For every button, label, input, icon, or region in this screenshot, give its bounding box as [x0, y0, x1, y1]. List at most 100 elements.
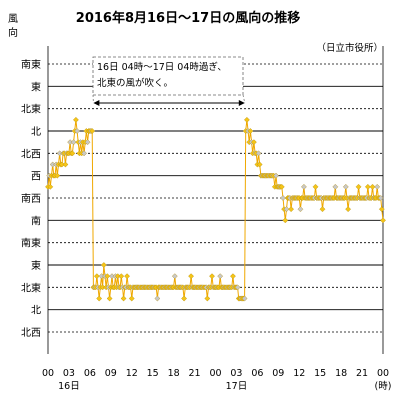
data-point [301, 183, 307, 190]
x-tick-label: 15 [147, 368, 159, 379]
data-point [89, 128, 96, 134]
y-tick-label: 北東 [21, 103, 41, 116]
y-tick-label: 南西 [21, 192, 41, 205]
data-point [204, 295, 211, 302]
x-tick-label: 09 [272, 368, 284, 379]
data-point [209, 273, 215, 280]
data-point [93, 273, 100, 280]
data-point [247, 128, 254, 134]
data-point [74, 128, 80, 134]
annotation-arrowhead-right [238, 100, 245, 106]
y-tick-label: 東 [31, 259, 41, 272]
x-tick-label: 06 [251, 368, 263, 379]
x-tick-label: 00 [42, 368, 54, 379]
data-point [104, 273, 111, 280]
data-point [355, 183, 362, 190]
annotation: 16日 04時～17日 04時過ぎ、 北東の風が吹く。 [92, 56, 246, 106]
y-tick-label: 北 [31, 305, 41, 317]
x-tick-label: 18 [335, 368, 347, 379]
data-point [124, 273, 130, 280]
data-point [81, 150, 87, 157]
data-point [120, 295, 127, 302]
x-tick-label: 03 [63, 368, 75, 379]
data-point [181, 295, 187, 302]
data-point [171, 273, 178, 280]
chart-subtitle: （日立市役所） [316, 42, 383, 54]
x-tick-label: 03 [230, 368, 242, 379]
y-axis-title-char: 向 [8, 26, 18, 39]
data-point [345, 206, 351, 213]
data-point [73, 116, 79, 123]
data-point [380, 217, 386, 224]
data-point [369, 183, 376, 190]
data-point [280, 195, 286, 201]
annotation-box [92, 56, 244, 96]
data-point [256, 161, 263, 168]
data-point [47, 183, 54, 190]
series-wind-direction [45, 116, 386, 302]
y-axis-title: 風向 [8, 13, 18, 39]
data-point [364, 183, 371, 190]
y-tick-label: 西 [31, 172, 41, 183]
data-point [62, 161, 69, 168]
data-point [251, 139, 257, 146]
annotation-line-2: 北東の風が吹く。 [97, 77, 173, 89]
x-tick-label: 00 [377, 368, 389, 379]
data-point [106, 295, 113, 302]
data-point [230, 273, 236, 280]
x-tick-label: 12 [126, 368, 138, 379]
data-point [69, 150, 76, 157]
data-point [273, 172, 279, 179]
annotation-line-1: 16日 04時～17日 04時過ぎ、 [97, 61, 227, 73]
data-point [378, 206, 385, 213]
x-tick-label: 15 [314, 368, 326, 379]
data-point [118, 273, 125, 280]
annotation-arrowhead-left [93, 100, 100, 106]
data-point [100, 262, 107, 268]
x-tick-label: 21 [356, 368, 368, 379]
x-axis-labels: 00 03 06 09 12 15 18 21 00 03 06 09 12 15 18 21 00 16日 17日… [42, 368, 392, 392]
data-point [312, 183, 319, 190]
x-day-label: 16日 [58, 381, 80, 392]
data-point [241, 295, 248, 302]
data-point [234, 284, 241, 291]
y-tick-label: 南東 [21, 237, 41, 250]
data-point [342, 183, 349, 190]
x-day-label: 17日 [226, 381, 248, 392]
data-point [278, 183, 285, 190]
data-point [283, 206, 290, 213]
x-tick-label: 00 [209, 368, 221, 379]
x-unit-label: (時) [375, 381, 392, 392]
data-point [84, 139, 91, 146]
data-point [70, 139, 77, 146]
data-point [244, 116, 250, 123]
y-axis-title-char: 風 [8, 13, 18, 25]
data-point [374, 183, 381, 190]
data-point [255, 150, 262, 157]
y-tick-label: 北西 [21, 327, 41, 339]
annotation-leader [242, 94, 246, 104]
data-point [154, 295, 161, 302]
data-point [297, 206, 304, 213]
x-tick-label: 21 [189, 368, 201, 379]
x-tick-label: 12 [293, 368, 305, 379]
data-point [128, 295, 135, 302]
x-tick-label: 09 [105, 368, 117, 379]
x-tick-label: 06 [84, 368, 96, 379]
data-point [188, 273, 194, 280]
data-point [377, 195, 384, 201]
data-point [288, 206, 294, 213]
data-point [217, 273, 224, 280]
y-tick-label: 南東 [21, 58, 41, 71]
data-point [54, 172, 61, 179]
data-point [282, 217, 289, 224]
series-line [47, 119, 384, 299]
y-tick-label: 北 [31, 126, 41, 138]
y-tick-label: 北西 [21, 148, 41, 160]
data-point [319, 206, 326, 213]
data-point [96, 295, 103, 302]
chart-title: 2016年8月16日～17日の風向の推移 [76, 10, 300, 26]
y-tick-label: 南 [31, 214, 41, 227]
